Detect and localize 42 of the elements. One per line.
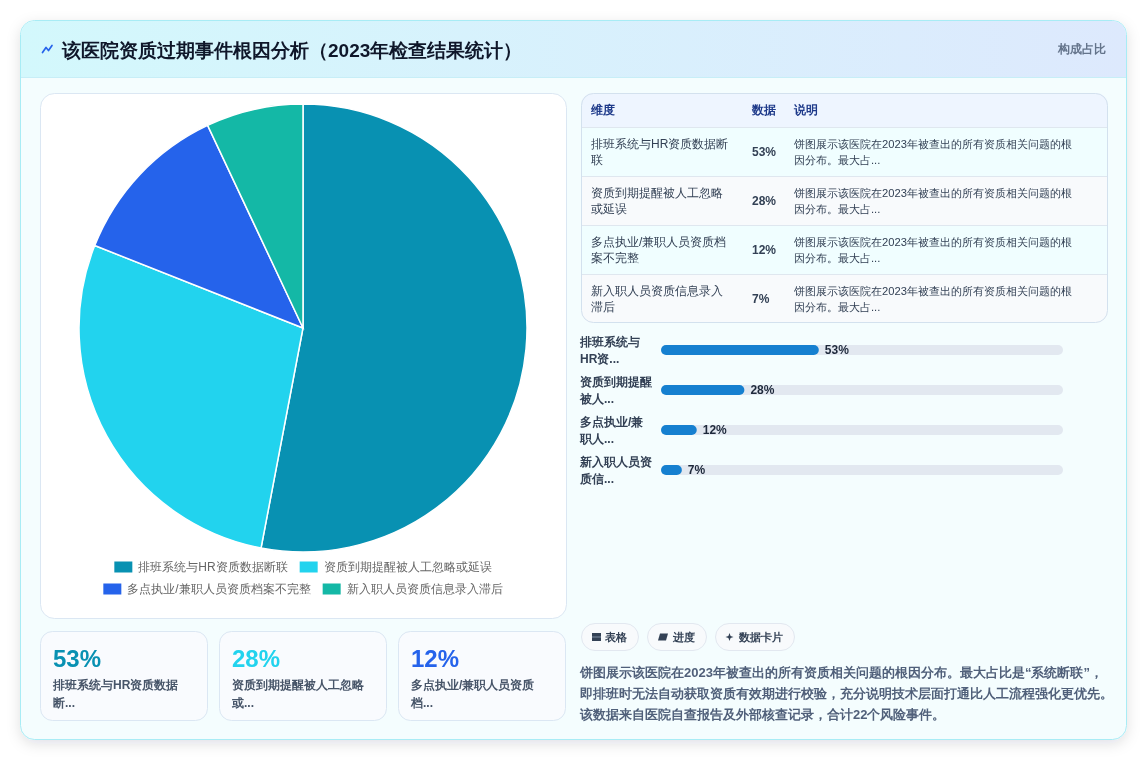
text: 饼图展示该医院在2023年被查出的所有资质相关问题的根因分布。最大占... xyxy=(793,284,1072,313)
data-label: 53% xyxy=(824,343,850,358)
y-tick-label: 排班系统与HR资... xyxy=(579,334,640,366)
text: 28% xyxy=(752,193,777,208)
text: 表格 xyxy=(604,631,628,643)
text: 12% xyxy=(411,645,460,672)
text: 数据卡片 xyxy=(738,631,783,643)
legend-label: 多点执业/兼职人员资质档案不完整 xyxy=(127,582,311,597)
text: 28% xyxy=(232,645,281,672)
y-tick-label: 多点执业/兼职人... xyxy=(579,414,644,446)
text: 饼图展示该医院在2023年被查出的所有资质相关问题的根因分布。最大占... xyxy=(793,186,1072,215)
y-tick-label: 新入职人员资质信... xyxy=(579,454,652,486)
category-label: 多点执业/兼职人员资质档... xyxy=(410,678,535,710)
text: 7% xyxy=(752,291,770,306)
text: 53% xyxy=(53,645,102,672)
data-label: 7% xyxy=(687,463,706,478)
text: 进度 xyxy=(672,631,695,643)
text: 该医院资质过期事件根因分析（2023年检查结果统计） xyxy=(61,40,523,61)
bar xyxy=(661,425,697,435)
legend-label: 新入职人员资质信息录入滞后 xyxy=(346,582,503,597)
bar xyxy=(661,465,682,475)
text: 维度 xyxy=(590,103,615,117)
category-label: 资质到期提醒被人工忽略或... xyxy=(231,678,365,710)
category-label: 新入职人员资质信息录入滞后 xyxy=(591,283,723,314)
category-label: 多点执业/兼职人员资质档案不完整 xyxy=(591,234,727,265)
text: 12% xyxy=(752,242,777,257)
category-label: 排班系统与HR资质数据断... xyxy=(52,678,179,710)
bar xyxy=(661,385,745,395)
legend-label: 资质到期提醒被人工忽略或延误 xyxy=(323,560,492,575)
text: 数据 xyxy=(751,103,776,117)
text: 饼图展示该医院在2023年被查出的所有资质相关问题的根因分布。最大占比是“系统断联”，即排班时无法自动获取资质有效期进行校验，充分说明技术层面打通比人工流程强化更优先。该数据来自医院自查报告及外部核查记录，合计22个风险事件。 xyxy=(579,665,1113,722)
text: 构成占比 xyxy=(1057,42,1106,56)
text: 饼图展示该医院在2023年被查出的所有资质相关问题的根因分布。最大占... xyxy=(793,137,1072,166)
text: 饼图展示该医院在2023年被查出的所有资质相关问题的根因分布。最大占... xyxy=(793,235,1072,264)
y-tick-label: 资质到期提醒被人... xyxy=(579,374,652,406)
legend-label: 排班系统与HR资质数据断联 xyxy=(138,560,288,575)
category-label: 资质到期提醒被人工忽略或延误 xyxy=(591,185,723,216)
text: 53% xyxy=(752,144,777,159)
data-label: 28% xyxy=(750,383,775,398)
category-label: 排班系统与HR资质数据断联 xyxy=(591,136,729,167)
text: 说明 xyxy=(793,103,818,117)
data-label: 12% xyxy=(702,423,728,438)
